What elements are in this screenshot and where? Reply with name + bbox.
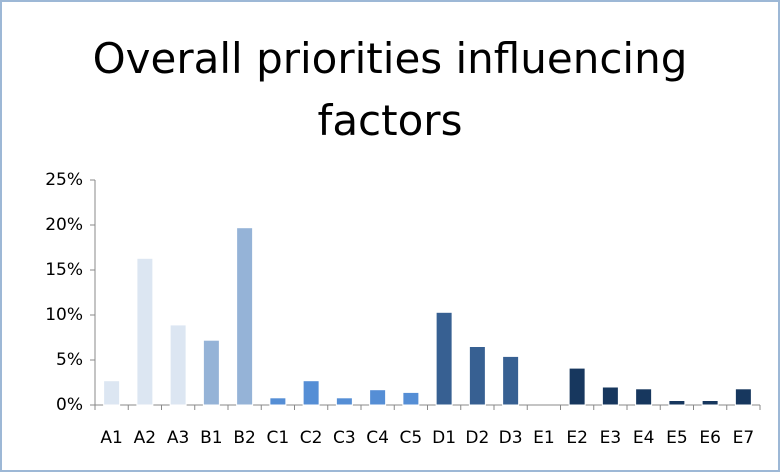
x-tick-label: E3	[600, 428, 622, 448]
bar	[601, 386, 619, 406]
bar	[668, 400, 686, 406]
y-tick-label: 10%	[45, 305, 83, 325]
x-tick-label: E6	[699, 428, 721, 448]
bar	[502, 355, 520, 406]
x-tick-label: E4	[633, 428, 655, 448]
bar	[635, 388, 653, 406]
x-tick-label: A3	[167, 428, 189, 448]
x-tick-label: E2	[566, 428, 588, 448]
x-tick-label: C2	[300, 428, 323, 448]
bar	[202, 339, 220, 406]
bar	[435, 311, 453, 406]
y-tick-label: 15%	[45, 260, 83, 280]
bar	[236, 227, 254, 406]
bar	[335, 397, 353, 406]
bar	[468, 346, 486, 406]
x-tick-label: D3	[499, 428, 523, 448]
x-tick-label: D2	[465, 428, 489, 448]
x-tick-label: A2	[134, 428, 156, 448]
x-tick-label: E1	[533, 428, 555, 448]
chart-title: Overall priorities influencing factors	[92, 34, 688, 145]
y-tick-label: 20%	[45, 215, 83, 235]
x-tick-label: D1	[432, 428, 456, 448]
x-tick-label: C4	[366, 428, 389, 448]
bar	[269, 397, 287, 406]
x-tick-label: B2	[233, 428, 255, 448]
bar	[136, 257, 154, 406]
y-tick-label: 25%	[45, 170, 83, 190]
bar	[369, 389, 387, 406]
x-tick-label: B1	[200, 428, 222, 448]
y-tick-label: 0%	[56, 395, 83, 415]
x-tick-label: E5	[666, 428, 688, 448]
bar	[701, 400, 719, 406]
x-tick-label: C3	[333, 428, 356, 448]
bar	[302, 380, 320, 406]
bar	[734, 388, 752, 406]
bar	[568, 367, 586, 406]
x-tick-label: A1	[100, 428, 122, 448]
bar	[169, 324, 187, 406]
x-tick-label: E7	[733, 428, 755, 448]
bar	[402, 391, 420, 406]
y-tick-label: 5%	[56, 350, 83, 370]
bar	[103, 380, 121, 406]
x-tick-label: C1	[267, 428, 290, 448]
x-tick-label: C5	[400, 428, 423, 448]
